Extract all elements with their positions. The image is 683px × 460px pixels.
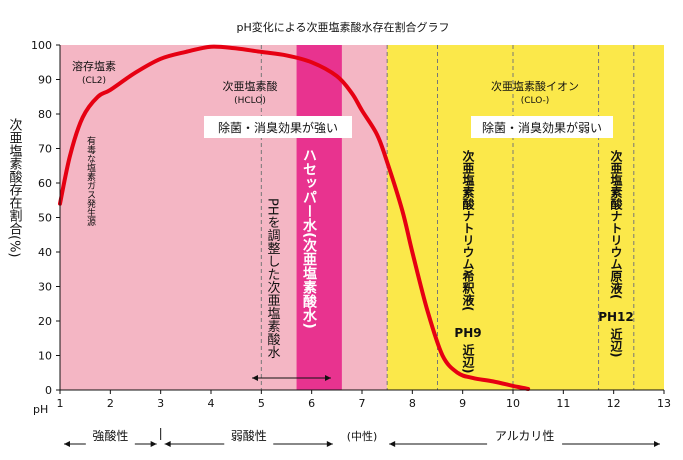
strong-effect-box (204, 116, 352, 138)
ph-range-arrow-1-head-left (164, 441, 171, 447)
ph-range-label-0: 強酸性 (92, 428, 128, 443)
cl2-formula: (CL2) (82, 76, 106, 86)
hclo-curve (58, 44, 531, 391)
annotations-layer: 溶存塩素 (CL2) 有毒な塩素ガス発生源 次亜塩素酸 (HCLO) 次亜塩素酸… (72, 59, 634, 381)
x-tick-label-12: 12 (607, 397, 621, 410)
ph-range-arrow-0-head-left (64, 441, 70, 447)
clo-formula: (CLO-) (521, 96, 550, 106)
weak-effect-label: 除菌・消臭効果が弱い (482, 120, 602, 135)
cl2-note: 有毒な塩素ガス発生源 (85, 135, 96, 227)
ph-range-arrow-3-head-left (389, 441, 396, 447)
strong-effect-label: 除菌・消臭効果が強い (218, 120, 338, 135)
ph-range-arrow-0-head-right (150, 441, 157, 447)
y-tick-label-20: 20 (38, 315, 52, 328)
region-hasepa (296, 45, 342, 390)
naocl-dilute-label: 次亜塩素酸ナトリウム希釈液( (461, 149, 475, 312)
ph-range-layer: 強酸性 弱酸性 (中性) アルカリ性 (64, 428, 660, 453)
naocl-stock-ph: PH12 (598, 310, 634, 324)
adjusted-label: PHを調整した次亜塩素酸水 (265, 198, 281, 359)
ph-range-arrow-3-head-right (654, 441, 660, 447)
naocl-dilute-near: 近辺) (461, 343, 475, 374)
y-tick-label-30: 30 (38, 281, 52, 294)
hclo-formula: (HCLO) (234, 96, 266, 106)
y-tick-label-90: 90 (38, 74, 52, 87)
x-tick-label-13: 13 (657, 397, 671, 410)
naocl-stock-label: 次亜塩素酸ナトリウム原液( (609, 149, 623, 300)
x-tick-label-3: 3 (157, 397, 164, 410)
weak-effect-box (471, 116, 613, 138)
clo-title: 次亜塩素酸イオン (491, 79, 579, 93)
y-tick-label-60: 60 (38, 177, 52, 190)
naocl-stock-near: 近辺) (609, 327, 623, 358)
y-tick-label-50: 50 (38, 212, 52, 225)
ph-range-bg-1 (224, 433, 274, 453)
x-tick-label-2: 2 (107, 397, 114, 410)
ph-range-bg-3 (487, 433, 563, 453)
adjusted-arrow-left-head (252, 375, 258, 381)
x-tick-label-4: 4 (208, 397, 215, 410)
x-tick-label-1: 1 (57, 397, 64, 410)
x-tick-label-5: 5 (258, 397, 265, 410)
y-tick-label-80: 80 (38, 108, 52, 121)
adjusted-arrow-right-head (325, 375, 331, 381)
y-tick-label-0: 0 (45, 384, 52, 397)
x-tick-label-8: 8 (409, 397, 416, 410)
ph-range-label-3: アルカリ性 (495, 429, 555, 443)
ph-range-label-2: (中性) (347, 429, 378, 443)
ph-range-bg-0 (85, 433, 135, 453)
naocl-dilute-ph: PH9 (454, 326, 481, 340)
x-axis-label: pH (33, 403, 48, 416)
x-tick-label-11: 11 (556, 397, 570, 410)
x-tick-label-10: 10 (506, 397, 520, 410)
chart-title: pH変化による次亜塩素酸水存在割合グラフ (237, 20, 450, 34)
regions-layer (60, 45, 664, 390)
x-tick-label-9: 9 (459, 397, 466, 410)
y-axis-label: 次亜塩素酸存在割合(%) (7, 117, 23, 257)
ph-range-label-1: 弱酸性 (231, 428, 267, 443)
hclo-title: 次亜塩素酸 (223, 79, 278, 93)
y-tick-label-40: 40 (38, 246, 52, 259)
y-tick-label-70: 70 (38, 143, 52, 156)
y-tick-label-100: 100 (31, 39, 52, 52)
x-tick-label-7: 7 (359, 397, 366, 410)
cl2-title: 溶存塩素 (72, 59, 116, 73)
dashed-lines-layer (260, 45, 635, 390)
ph-range-arrow-1-head-right (326, 441, 333, 447)
y-tick-label-10: 10 (38, 350, 52, 363)
x-tick-label-6: 6 (308, 397, 315, 410)
hasepa-label: ハセッパー水(次亜塩素酸水) (301, 148, 317, 329)
